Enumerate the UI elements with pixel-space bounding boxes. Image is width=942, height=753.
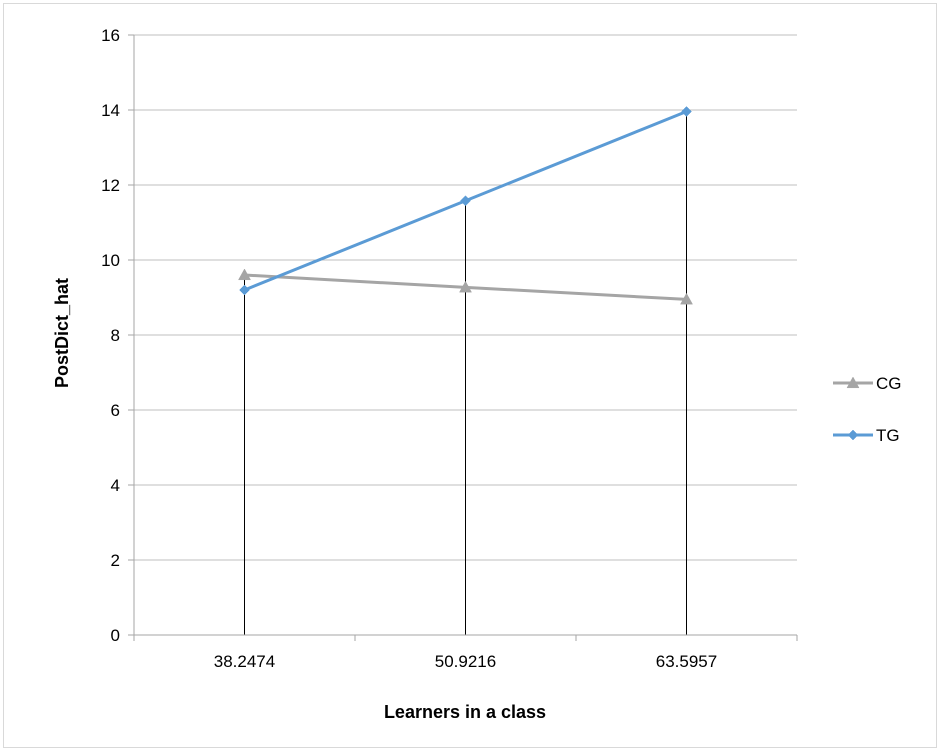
y-tick-label-2: 4 bbox=[111, 476, 120, 495]
y-tick-label-7: 14 bbox=[101, 101, 120, 120]
drop-lines bbox=[244, 111, 687, 635]
y-tick-label-3: 6 bbox=[111, 401, 120, 420]
y-tick-labels: 0 2 4 6 8 10 12 14 16 bbox=[101, 26, 120, 645]
legend: CG TG bbox=[833, 374, 902, 445]
y-tick-label-6: 12 bbox=[101, 176, 120, 195]
legend-marker-tg bbox=[847, 429, 859, 441]
data-point-tg-1 bbox=[460, 195, 471, 207]
legend-label-cg: CG bbox=[876, 374, 902, 393]
data-point-tg-2 bbox=[681, 106, 692, 117]
data-point-cg-2 bbox=[680, 292, 693, 305]
x-tick-labels: 38.2474 50.9216 63.5957 bbox=[214, 652, 717, 671]
data-point-tg-0 bbox=[239, 284, 250, 296]
data-point-cg-0 bbox=[238, 268, 251, 281]
y-tick-label-8: 16 bbox=[101, 26, 120, 45]
data-point-cg-1 bbox=[459, 280, 472, 293]
x-axis-title: Learners in a class bbox=[384, 702, 546, 722]
y-tick-label-0: 0 bbox=[111, 626, 120, 645]
y-tick-label-4: 8 bbox=[111, 326, 120, 345]
axes bbox=[128, 34, 798, 641]
y-tick-label-5: 10 bbox=[101, 251, 120, 270]
chart-frame bbox=[3, 3, 937, 748]
y-tick-label-1: 2 bbox=[111, 551, 120, 570]
y-axis-title: PostDict_hat bbox=[52, 278, 72, 388]
x-tick-label-1: 50.9216 bbox=[435, 652, 496, 671]
x-tick-label-0: 38.2474 bbox=[214, 652, 275, 671]
legend-label-tg: TG bbox=[876, 426, 900, 445]
legend-marker-cg bbox=[846, 376, 860, 389]
series-markers bbox=[238, 106, 693, 305]
x-tick-label-2: 63.5957 bbox=[656, 652, 717, 671]
